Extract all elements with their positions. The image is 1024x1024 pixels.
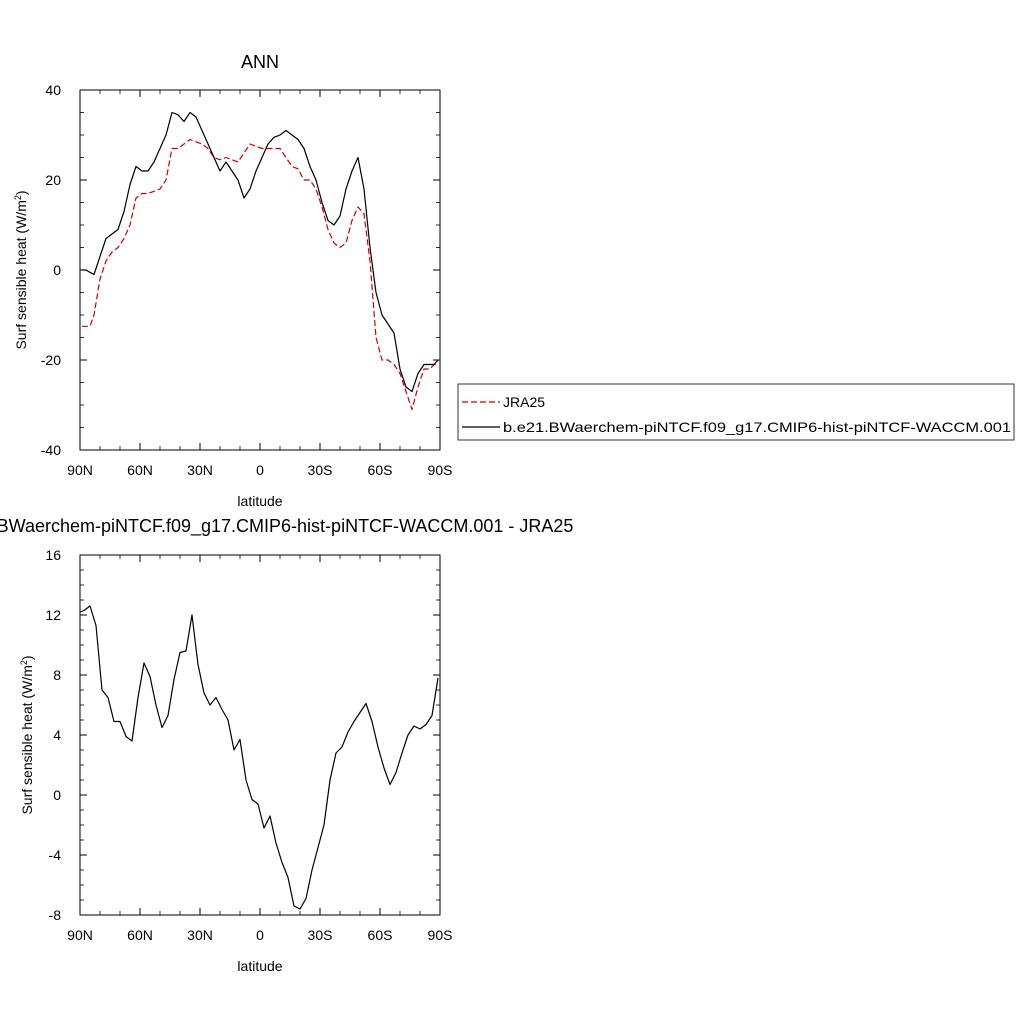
legend-box [457,383,1015,441]
bottom-y-tick-label: -4 [49,847,62,863]
bottom-y-tick-label: 8 [53,667,61,683]
bottom-y-tick-label: 0 [53,787,61,803]
top-y-axis-label: Surf sensible heat (W/m2) [13,190,29,349]
bottom-panel: b.e21.BWaerchem-piNTCF.f09_g17.CMIP6-his… [0,516,573,974]
top-series-line-0 [82,138,438,411]
bottom-x-tick-label: 90N [67,927,93,943]
bottom-y-axis-label-close: ) [19,655,35,660]
bottom-x-tick-label: 90S [428,927,453,943]
bottom-y-axis-label: Surf sensible heat (W/m2) [19,655,35,814]
top-y-tick-label: 20 [45,172,61,188]
top-plot-frame [79,89,441,451]
top-x-tick-label: 60N [127,462,153,478]
top-y-tick-label: 0 [53,262,61,278]
top-series-lines [82,111,439,411]
bottom-x-tick-label: 0 [256,927,264,943]
top-panel: ANN latitude Surf sensible heat (W/m2) 9… [13,52,452,509]
bottom-x-tick-label: 60N [127,927,153,943]
bottom-series-line-0 [79,605,439,910]
top-y-tick-label: -40 [41,442,61,458]
top-x-tick-label: 0 [256,462,264,478]
top-x-tick-label: 90N [67,462,93,478]
bottom-axis-ticks: 90N 60N 30N 0 30S 60S 90S -8 -4 0 4 8 12 16 [45,547,452,943]
top-y-axis-label-close: ) [13,190,29,195]
bottom-x-tick-label: 60S [368,927,393,943]
bottom-y-axis-label-superscript: 2 [19,660,29,665]
top-axis-ticks: 90N 60N 30N 0 30S 60S 90S -40 -20 0 20 40 [41,82,453,478]
top-x-tick-label: 90S [428,462,453,478]
top-x-tick-label: 60S [368,462,393,478]
bottom-x-axis-label: latitude [237,958,282,974]
top-y-tick-label: 40 [45,82,61,98]
bottom-y-tick-label: 12 [45,607,61,623]
bottom-plot-frame [79,554,441,916]
bottom-series-lines [79,605,439,910]
bottom-y-tick-label: 16 [45,547,61,563]
bottom-x-tick-label: 30S [308,927,333,943]
bottom-y-tick-label: 4 [53,727,61,743]
top-y-axis-label-text: Surf sensible heat (W/m [13,200,29,349]
legend-label-jra25: JRA25 [503,394,545,410]
bottom-chart-title: b.e21.BWaerchem-piNTCF.f09_g17.CMIP6-his… [0,516,573,537]
top-x-tick-label: 30N [187,462,213,478]
bottom-x-tick-label: 30N [187,927,213,943]
top-y-axis-label-superscript: 2 [13,195,23,200]
bottom-y-tick-label: -8 [49,907,62,923]
top-series-line-1 [82,111,439,393]
legend-label-model: b.e21.BWaerchem-piNTCF.f09_g17.CMIP6-his… [503,419,1011,435]
top-x-axis-label: latitude [237,493,282,509]
legend: JRA25 b.e21.BWaerchem-piNTCF.f09_g17.CMI… [457,383,1015,441]
top-x-tick-label: 30S [308,462,333,478]
top-y-tick-label: -20 [41,352,61,368]
bottom-y-axis-label-text: Surf sensible heat (W/m [19,665,35,814]
top-chart-title: ANN [241,52,279,72]
